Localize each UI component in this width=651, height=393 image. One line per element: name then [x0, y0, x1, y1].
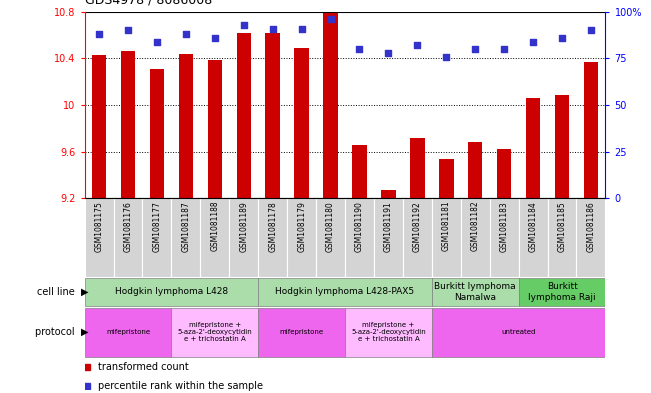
Text: Burkitt lymphoma
Namalwa: Burkitt lymphoma Namalwa	[434, 282, 516, 301]
Bar	[85, 277, 258, 306]
Bar	[316, 198, 345, 277]
Bar	[178, 54, 193, 198]
Bar	[526, 98, 540, 198]
Bar	[439, 159, 454, 198]
Point	[238, 22, 249, 28]
Text: GSM1081177: GSM1081177	[152, 201, 161, 252]
Point	[586, 27, 596, 33]
Bar	[352, 145, 367, 198]
Point	[123, 27, 133, 33]
Text: Hodgkin lymphoma L428-PAX5: Hodgkin lymphoma L428-PAX5	[275, 287, 415, 296]
Text: transformed count: transformed count	[98, 362, 188, 372]
Bar	[432, 308, 605, 356]
Bar	[236, 33, 251, 198]
Text: GSM1081184: GSM1081184	[529, 201, 538, 252]
Text: mifepristone: mifepristone	[106, 329, 150, 335]
Bar	[519, 198, 547, 277]
Bar	[150, 69, 164, 198]
Point	[499, 46, 509, 52]
Point	[441, 53, 452, 60]
Bar	[410, 138, 424, 198]
Text: GSM1081190: GSM1081190	[355, 201, 364, 252]
Text: GSM1081186: GSM1081186	[587, 201, 596, 252]
Bar	[201, 198, 229, 277]
Text: GSM1081180: GSM1081180	[326, 201, 335, 252]
Point	[210, 35, 220, 41]
Bar	[143, 198, 171, 277]
Text: GSM1081179: GSM1081179	[297, 201, 306, 252]
Text: Burkitt
lymphoma Raji: Burkitt lymphoma Raji	[528, 282, 596, 301]
Bar	[461, 198, 490, 277]
Bar	[577, 198, 605, 277]
Text: ▶: ▶	[81, 287, 89, 297]
Text: mifepristone +
5-aza-2'-deoxycytidin
e + trichostatin A: mifepristone + 5-aza-2'-deoxycytidin e +…	[178, 322, 252, 342]
Bar	[497, 149, 512, 198]
Bar	[381, 190, 396, 198]
Bar	[432, 198, 461, 277]
Bar	[258, 277, 432, 306]
Text: GSM1081185: GSM1081185	[557, 201, 566, 252]
Bar	[85, 308, 171, 356]
Point	[412, 42, 422, 48]
Text: GSM1081187: GSM1081187	[182, 201, 190, 252]
Point	[268, 26, 278, 32]
Point	[152, 39, 162, 45]
Bar	[266, 33, 280, 198]
Bar	[287, 198, 316, 277]
Text: mifepristone: mifepristone	[279, 329, 324, 335]
Bar	[547, 198, 577, 277]
Bar	[85, 198, 113, 277]
Text: cell line: cell line	[37, 287, 78, 297]
Text: percentile rank within the sample: percentile rank within the sample	[98, 381, 262, 391]
Bar	[324, 13, 338, 198]
Text: Hodgkin lymphoma L428: Hodgkin lymphoma L428	[115, 287, 228, 296]
Point	[470, 46, 480, 52]
Text: GSM1081175: GSM1081175	[94, 201, 104, 252]
Text: GSM1081183: GSM1081183	[500, 201, 508, 252]
Point	[557, 35, 567, 41]
Text: mifepristone +
5-aza-2'-deoxycytidin
e + trichostatin A: mifepristone + 5-aza-2'-deoxycytidin e +…	[351, 322, 426, 342]
Text: GSM1081181: GSM1081181	[442, 201, 450, 252]
Text: GSM1081176: GSM1081176	[124, 201, 133, 252]
Bar	[584, 62, 598, 198]
Bar	[294, 48, 309, 198]
Bar	[555, 95, 569, 198]
Text: GSM1081188: GSM1081188	[210, 201, 219, 252]
Text: untreated: untreated	[501, 329, 536, 335]
Text: GSM1081192: GSM1081192	[413, 201, 422, 252]
Text: GSM1081182: GSM1081182	[471, 201, 480, 252]
Point	[383, 50, 394, 56]
Point	[528, 39, 538, 45]
Point	[354, 46, 365, 52]
Bar	[121, 51, 135, 198]
Text: GSM1081178: GSM1081178	[268, 201, 277, 252]
Point	[181, 31, 191, 37]
Bar	[374, 198, 403, 277]
Point	[94, 31, 104, 37]
Bar	[519, 277, 605, 306]
Bar	[432, 277, 519, 306]
Text: GDS4978 / 8086008: GDS4978 / 8086008	[85, 0, 212, 6]
Bar	[345, 308, 432, 356]
Point	[326, 16, 336, 22]
Text: GSM1081191: GSM1081191	[384, 201, 393, 252]
Bar	[229, 198, 258, 277]
Point	[296, 26, 307, 32]
Bar	[490, 198, 519, 277]
Bar	[345, 198, 374, 277]
Bar	[92, 55, 106, 198]
Bar	[468, 142, 482, 198]
Bar	[113, 198, 143, 277]
Bar	[403, 198, 432, 277]
Bar	[171, 308, 258, 356]
Text: protocol: protocol	[35, 327, 78, 337]
Text: ▶: ▶	[81, 327, 89, 337]
Bar	[258, 308, 345, 356]
Bar	[171, 198, 201, 277]
Bar	[208, 60, 222, 198]
Text: GSM1081189: GSM1081189	[240, 201, 248, 252]
Bar	[258, 198, 287, 277]
